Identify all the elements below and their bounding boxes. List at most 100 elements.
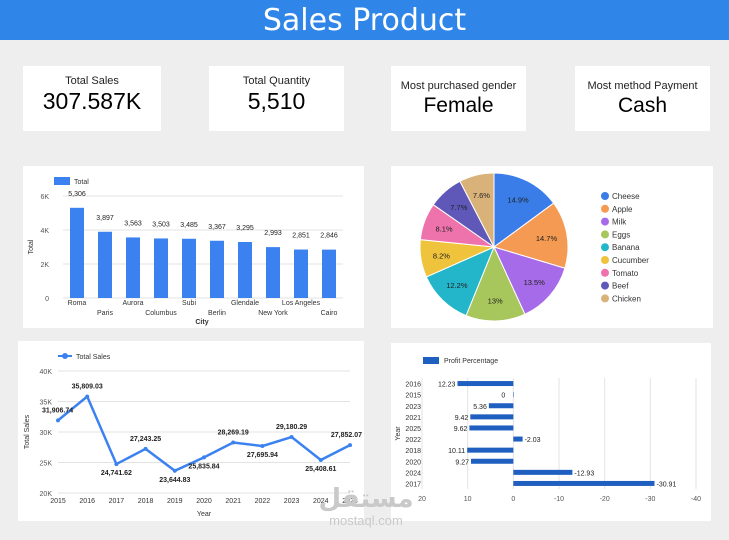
slice-label: 8.2% bbox=[433, 251, 450, 260]
legend-label: Banana bbox=[612, 243, 640, 252]
watermark: مستقل mostaql.com bbox=[318, 484, 414, 536]
pie-slice bbox=[459, 172, 495, 248]
data-point bbox=[348, 443, 352, 448]
kpi-card-gender: Most purchased gender Female bbox=[391, 66, 526, 131]
kpi-value: Cash bbox=[617, 94, 668, 117]
bar bbox=[513, 436, 523, 442]
slice-label: 7.6% bbox=[473, 191, 490, 200]
legend-marker bbox=[601, 243, 609, 252]
data-point bbox=[202, 455, 206, 460]
product-pie-chart: 14.9% 14.7% 13.5% 13% 12.2% 8.2% 8.1% 7.7% 7.6% C… bbox=[419, 172, 649, 322]
data-point bbox=[143, 446, 148, 451]
x-axis-title: Year bbox=[197, 511, 212, 518]
y-tick-label: 40K bbox=[40, 369, 53, 376]
data-label: 9.42 bbox=[455, 415, 469, 422]
data-label: 29,180.29 bbox=[276, 424, 307, 431]
data-label: 23,644.83 bbox=[159, 477, 190, 484]
bar bbox=[266, 247, 280, 298]
bar bbox=[469, 425, 514, 431]
data-label: 27,243.25 bbox=[130, 436, 161, 443]
pie-slice bbox=[493, 246, 566, 315]
y-tick-label: 2025 bbox=[405, 426, 421, 433]
x-tick-label: -20 bbox=[600, 496, 610, 503]
bar bbox=[457, 381, 514, 387]
x-axis-title: City bbox=[195, 319, 208, 326]
y-axis-title: Total bbox=[28, 239, 35, 254]
data-point bbox=[56, 418, 60, 423]
slice-label: 12.2% bbox=[446, 281, 468, 290]
x-tick-label: -10 bbox=[554, 496, 564, 503]
y-tick-label: 2K bbox=[40, 262, 49, 269]
legend-marker bbox=[601, 230, 609, 239]
x-tick-label: New York bbox=[258, 310, 288, 317]
data-label: 25,835.84 bbox=[188, 463, 219, 470]
bar bbox=[126, 237, 140, 298]
kpi-value: 5,510 bbox=[247, 88, 306, 114]
data-label: 2,846 bbox=[320, 233, 338, 240]
bar bbox=[513, 469, 573, 475]
city-bar-chart: 0 2K 4K 6K Total Total 5,306 Roma 3,897 Paris 3,56… bbox=[28, 177, 343, 326]
data-point bbox=[289, 435, 294, 440]
y-tick-label: 2022 bbox=[405, 437, 421, 444]
y-tick-label: 30K bbox=[40, 430, 53, 437]
x-tick-label: 2019 bbox=[167, 498, 183, 505]
bar bbox=[470, 414, 514, 420]
data-label: 3,563 bbox=[124, 220, 142, 227]
data-point bbox=[260, 444, 265, 449]
pie-slice bbox=[492, 202, 569, 269]
legend-label: Eggs bbox=[612, 230, 630, 239]
y-tick-label: 2023 bbox=[405, 404, 421, 411]
x-tick-label: 2018 bbox=[138, 498, 154, 505]
legend-marker bbox=[62, 353, 68, 359]
kpi-card-total-sales: Total Sales 307.587K bbox=[23, 66, 161, 131]
data-label: 9.27 bbox=[455, 459, 469, 466]
legend-marker bbox=[601, 192, 609, 200]
bar bbox=[322, 249, 336, 298]
bar bbox=[154, 238, 168, 298]
bar bbox=[471, 458, 514, 464]
x-tick-label: 2017 bbox=[109, 498, 125, 505]
y-axis-title: Total Sales bbox=[24, 414, 31, 449]
data-label: 3,295 bbox=[236, 225, 254, 232]
x-tick-label: Glendale bbox=[231, 300, 259, 307]
x-tick-label: 2015 bbox=[50, 498, 66, 505]
bar bbox=[467, 447, 514, 453]
x-tick-label: 2021 bbox=[225, 498, 241, 505]
bar bbox=[70, 207, 84, 298]
x-tick-label: 2024 bbox=[313, 498, 329, 505]
data-label: 10.11 bbox=[448, 448, 465, 455]
slice-label: 13.5% bbox=[524, 278, 546, 287]
data-label: 3,897 bbox=[96, 215, 114, 222]
y-tick-label: 25K bbox=[40, 461, 53, 468]
legend-marker bbox=[601, 294, 609, 303]
x-tick-label: -30 bbox=[645, 496, 655, 503]
legend-marker bbox=[601, 281, 609, 290]
y-axis-title: Year bbox=[395, 426, 402, 441]
x-tick-label: 10 bbox=[464, 496, 472, 503]
bar bbox=[98, 231, 112, 298]
legend-label: Total bbox=[74, 179, 89, 186]
y-tick-label: 2021 bbox=[405, 415, 421, 422]
x-tick-label: 2016 bbox=[79, 498, 95, 505]
data-label: -30.91 bbox=[656, 481, 676, 488]
x-tick-label: Los Angeles bbox=[282, 300, 321, 307]
y-tick-label: 4K bbox=[40, 228, 49, 235]
legend-label: Milk bbox=[612, 218, 627, 227]
x-tick-label: Cairo bbox=[321, 310, 338, 317]
legend-label: Total Sales bbox=[76, 354, 111, 361]
data-label: 9.62 bbox=[454, 426, 468, 433]
y-tick-label: 35K bbox=[40, 400, 53, 407]
data-label: 3,367 bbox=[208, 224, 226, 231]
legend-label: Apple bbox=[612, 205, 633, 214]
y-tick-label: 2017 bbox=[405, 481, 421, 488]
y-tick-label: 20K bbox=[40, 491, 53, 498]
x-tick-label: 2020 bbox=[196, 498, 212, 505]
kpi-value: Female bbox=[423, 94, 494, 117]
legend-marker bbox=[601, 217, 609, 226]
x-tick-label: Berlin bbox=[208, 310, 226, 317]
sales-line-chart: 20K 25K 30K 35K 40K Total Sales Total Sales 31,… bbox=[24, 353, 362, 518]
y-tick-label: 0 bbox=[45, 296, 49, 303]
x-tick-label: -40 bbox=[691, 496, 701, 503]
city-bar-chart-panel: 0 2K 4K 6K Total Total 5,306 Roma 3,897 Paris 3,56… bbox=[23, 166, 364, 328]
legend-swatch bbox=[54, 177, 70, 185]
